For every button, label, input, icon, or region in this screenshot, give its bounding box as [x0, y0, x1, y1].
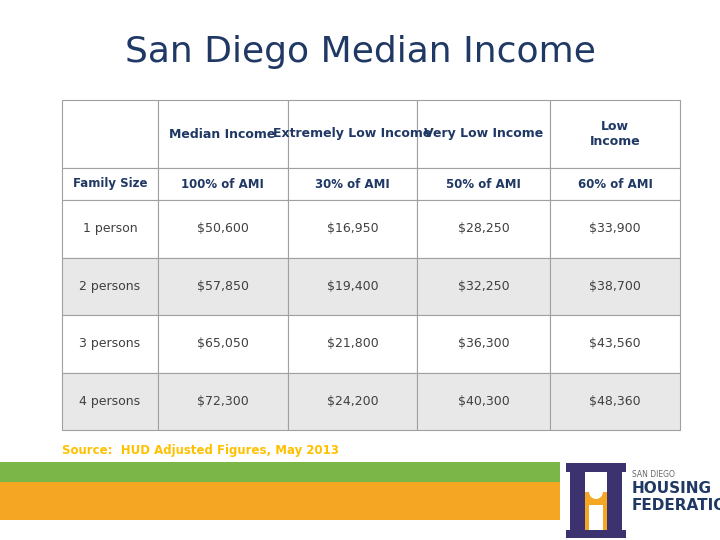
- Bar: [287, 315, 418, 373]
- Text: $65,050: $65,050: [197, 338, 248, 350]
- Bar: [566, 463, 626, 472]
- Text: $21,800: $21,800: [327, 338, 378, 350]
- Bar: [418, 168, 550, 200]
- Text: 1 person: 1 person: [83, 222, 138, 235]
- Bar: [62, 373, 158, 430]
- Bar: [418, 373, 550, 430]
- Text: $48,360: $48,360: [589, 395, 641, 408]
- Bar: [0, 462, 560, 482]
- Text: $19,400: $19,400: [327, 280, 378, 293]
- Bar: [418, 315, 550, 373]
- Bar: [550, 168, 680, 200]
- Text: Extremely Low Income: Extremely Low Income: [274, 127, 432, 140]
- Text: Source:  HUD Adjusted Figures, May 2013: Source: HUD Adjusted Figures, May 2013: [62, 444, 339, 457]
- Text: $72,300: $72,300: [197, 395, 248, 408]
- Bar: [550, 258, 680, 315]
- Bar: [287, 168, 418, 200]
- Bar: [0, 482, 560, 520]
- Text: $33,900: $33,900: [589, 222, 641, 235]
- Bar: [62, 258, 158, 315]
- Bar: [418, 258, 550, 315]
- Bar: [550, 373, 680, 430]
- Bar: [158, 373, 287, 430]
- Text: 100% of AMI: 100% of AMI: [181, 178, 264, 191]
- Bar: [62, 168, 158, 200]
- Text: HOUSING: HOUSING: [632, 481, 712, 496]
- Bar: [550, 200, 680, 258]
- Text: $43,560: $43,560: [589, 338, 641, 350]
- Text: Median Income: Median Income: [169, 127, 276, 140]
- Text: San Diego Median Income: San Diego Median Income: [125, 35, 595, 69]
- Bar: [566, 530, 626, 538]
- Text: $36,300: $36,300: [458, 338, 510, 350]
- Bar: [287, 258, 418, 315]
- Text: 30% of AMI: 30% of AMI: [315, 178, 390, 191]
- Text: 2 persons: 2 persons: [79, 280, 140, 293]
- Bar: [158, 168, 287, 200]
- Text: $40,300: $40,300: [458, 395, 510, 408]
- Bar: [585, 492, 607, 530]
- Bar: [287, 373, 418, 430]
- Text: Family Size: Family Size: [73, 178, 147, 191]
- Bar: [158, 200, 287, 258]
- Bar: [550, 100, 680, 168]
- Text: $28,250: $28,250: [458, 222, 510, 235]
- Bar: [62, 200, 158, 258]
- Text: FEDERATION: FEDERATION: [632, 498, 720, 513]
- Text: $38,700: $38,700: [589, 280, 641, 293]
- Bar: [418, 200, 550, 258]
- Text: $32,250: $32,250: [458, 280, 510, 293]
- Bar: [589, 505, 603, 530]
- Text: 60% of AMI: 60% of AMI: [577, 178, 652, 191]
- Bar: [550, 315, 680, 373]
- Text: $24,200: $24,200: [327, 395, 378, 408]
- Text: SAN DIEGO: SAN DIEGO: [632, 470, 675, 479]
- Bar: [158, 258, 287, 315]
- Text: 3 persons: 3 persons: [79, 338, 140, 350]
- Bar: [287, 100, 418, 168]
- Wedge shape: [589, 492, 603, 499]
- Text: $50,600: $50,600: [197, 222, 248, 235]
- Text: 50% of AMI: 50% of AMI: [446, 178, 521, 191]
- Bar: [62, 100, 158, 168]
- Bar: [418, 100, 550, 168]
- Bar: [287, 200, 418, 258]
- Bar: [158, 315, 287, 373]
- Bar: [607, 463, 622, 538]
- Wedge shape: [585, 492, 607, 503]
- Text: $16,950: $16,950: [327, 222, 378, 235]
- Text: 4 persons: 4 persons: [79, 395, 140, 408]
- Bar: [62, 315, 158, 373]
- Text: $57,850: $57,850: [197, 280, 248, 293]
- Bar: [570, 463, 585, 538]
- Text: Very Low Income: Very Low Income: [424, 127, 544, 140]
- Text: Low
Income: Low Income: [590, 120, 641, 148]
- Bar: [158, 100, 287, 168]
